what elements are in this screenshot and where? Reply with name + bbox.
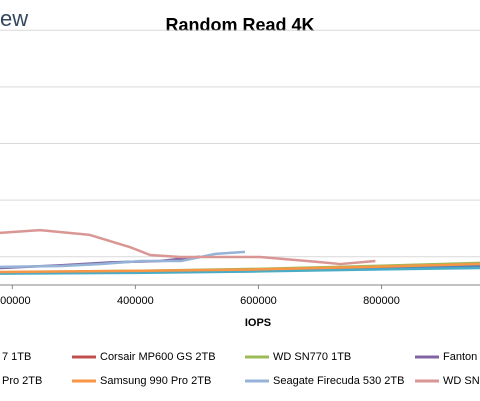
legend-label: Corsair MP600 GS 2TB — [100, 351, 216, 363]
x-tick-label: 200000 — [0, 295, 31, 307]
x-tick-label: 400000 — [117, 295, 154, 307]
series-line — [0, 250, 246, 269]
series-line — [0, 228, 376, 266]
chart-title: Random Read 4K — [165, 15, 314, 35]
x-tick-label: 800000 — [363, 295, 400, 307]
legend-label: WD SN — [443, 375, 480, 387]
series-line — [0, 262, 480, 274]
series-line — [0, 266, 480, 275]
x-tick-label: 600000 — [240, 295, 277, 307]
legend-label: WD SN770 1TB — [273, 351, 351, 363]
legend-label: Fanton — [443, 351, 477, 363]
x-axis-title: IOPS — [245, 317, 271, 329]
legend-label: Pro 2TB — [2, 375, 42, 387]
legend-label: Samsung 990 Pro 2TB — [100, 375, 211, 387]
watermark: ew — [0, 6, 28, 31]
legend-label: 7 1TB — [2, 351, 31, 363]
legend-label: Seagate Firecuda 530 2TB — [273, 375, 404, 387]
